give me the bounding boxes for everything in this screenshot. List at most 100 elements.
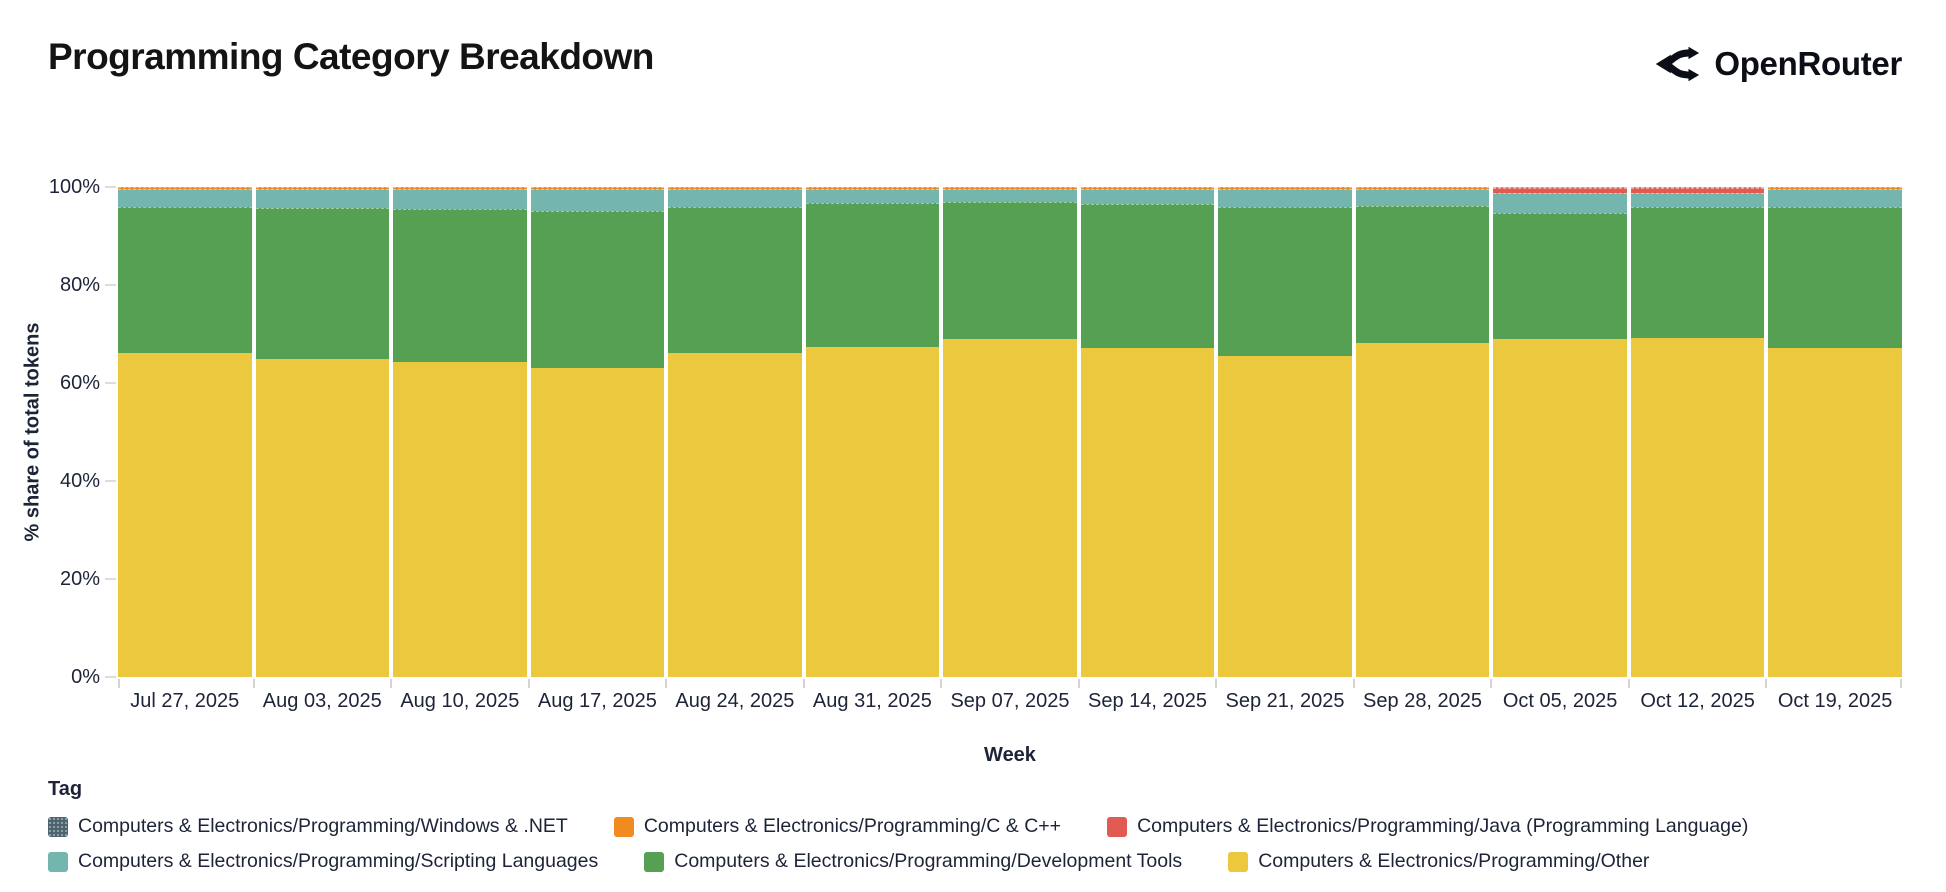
- legend-row-2: Computers & Electronics/Programming/Scri…: [48, 850, 1902, 873]
- bar-segment[interactable]: [118, 207, 252, 354]
- x-tick-label: Sep 14, 2025: [1087, 690, 1207, 712]
- bar-segment[interactable]: [805, 187, 940, 189]
- x-tick-mark: [940, 679, 943, 688]
- bar-segment[interactable]: [805, 188, 940, 204]
- x-tick-mark: [1765, 679, 1768, 688]
- bar-segment[interactable]: [1630, 187, 1765, 188]
- bar-segment[interactable]: [393, 187, 527, 189]
- bar-segment[interactable]: [1080, 187, 1215, 189]
- bar-segment[interactable]: [943, 338, 1077, 677]
- x-tick-mark: [390, 679, 393, 688]
- bar-segment[interactable]: [1630, 188, 1765, 193]
- bar-segment[interactable]: [1218, 189, 1352, 207]
- bar-segment[interactable]: [1768, 187, 1902, 189]
- bar-segment[interactable]: [1630, 206, 1765, 338]
- bar-segment[interactable]: [668, 188, 802, 207]
- bar-column: [1630, 187, 1765, 677]
- legend-item[interactable]: Computers & Electronics/Programming/Scri…: [48, 850, 598, 873]
- bar-segment[interactable]: [943, 187, 1077, 189]
- y-tick-label: 80%: [59, 274, 100, 296]
- bar-column: [1080, 187, 1215, 677]
- x-tick-label: Aug 03, 2025: [262, 690, 382, 712]
- legend-item[interactable]: Computers & Electronics/Programming/Deve…: [644, 850, 1182, 873]
- y-tick-label: 60%: [59, 372, 100, 394]
- legend-item[interactable]: Computers & Electronics/Programming/Wind…: [48, 815, 568, 838]
- bar-segment[interactable]: [1630, 192, 1765, 207]
- bar-segment[interactable]: [530, 210, 665, 369]
- legend: Tag Computers & Electronics/Programming/…: [48, 778, 1902, 885]
- y-tick-mark: [105, 186, 116, 188]
- bar-segment[interactable]: [1630, 337, 1765, 677]
- y-tick-mark: [105, 578, 116, 580]
- legend-swatch: [48, 816, 68, 837]
- legend-item[interactable]: Computers & Electronics/Programming/C & …: [613, 815, 1062, 838]
- bar-segment[interactable]: [1355, 206, 1490, 344]
- bar-segment[interactable]: [1493, 192, 1627, 214]
- x-tick-mark: [665, 679, 668, 688]
- bar-segment[interactable]: [530, 187, 665, 189]
- x-tick-mark: [252, 679, 255, 688]
- bar-segment[interactable]: [530, 189, 665, 211]
- x-tick-mark: [1077, 679, 1080, 688]
- bar-segment[interactable]: [1080, 347, 1215, 677]
- bar-segment[interactable]: [1768, 206, 1902, 349]
- bar-segment[interactable]: [118, 188, 252, 208]
- bar-segment[interactable]: [1080, 203, 1215, 348]
- bar-segment[interactable]: [668, 352, 802, 677]
- bar-segment[interactable]: [255, 208, 390, 359]
- bar-segment[interactable]: [393, 209, 527, 363]
- y-tick-mark: [105, 284, 116, 286]
- legend-item[interactable]: Computers & Electronics/Programming/Othe…: [1228, 850, 1649, 873]
- openrouter-logo-icon: [1656, 46, 1700, 82]
- y-tick-label: 100%: [48, 176, 100, 198]
- bar-segment[interactable]: [1218, 206, 1352, 357]
- bar-segment[interactable]: [393, 188, 527, 210]
- bar-segment[interactable]: [530, 368, 665, 677]
- bar-segment[interactable]: [668, 187, 802, 189]
- bar-column: [393, 187, 527, 677]
- legend-label: Computers & Electronics/Programming/Scri…: [78, 850, 599, 872]
- legend-label: Computers & Electronics/Programming/C & …: [643, 815, 1062, 837]
- bar-column: [530, 187, 665, 677]
- legend-title: Tag: [48, 778, 83, 800]
- bar-segment[interactable]: [805, 203, 940, 348]
- bar-segment[interactable]: [805, 347, 940, 677]
- openrouter-brand: OpenRouter: [1654, 42, 1902, 86]
- x-tick-label: Sep 07, 2025: [950, 690, 1070, 712]
- x-axis-labels: Jul 27, 2025 Aug 03, 2025 Aug 10, 2025 Aug …: [118, 690, 1902, 713]
- bar-segment[interactable]: [393, 362, 527, 677]
- bar-segment[interactable]: [943, 188, 1077, 202]
- legend-label: Computers & Electronics/Programming/Othe…: [1258, 850, 1650, 872]
- bar-segment[interactable]: [255, 188, 390, 209]
- x-tick-label: Aug 17, 2025: [537, 690, 657, 712]
- bar-segment[interactable]: [1493, 338, 1627, 677]
- bar-segment[interactable]: [1493, 213, 1627, 339]
- bar-column: [1355, 187, 1490, 677]
- bar-segment[interactable]: [1218, 187, 1352, 189]
- bar-segment[interactable]: [118, 353, 252, 677]
- y-tick-mark: [105, 480, 116, 482]
- bar-segment[interactable]: [1493, 187, 1627, 188]
- bar-segment[interactable]: [1355, 187, 1490, 189]
- bar-segment[interactable]: [118, 187, 252, 189]
- x-tick-mark: [1215, 679, 1218, 688]
- y-axis-title: % share of total tokens: [21, 322, 44, 542]
- bar-segment[interactable]: [1218, 356, 1352, 677]
- bar-segment[interactable]: [668, 206, 802, 353]
- bar-column: [668, 187, 802, 677]
- legend-swatch: [48, 851, 68, 872]
- x-tick-label: Oct 19, 2025: [1777, 690, 1893, 712]
- bar-segment[interactable]: [1355, 343, 1490, 677]
- x-tick-mark: [1627, 679, 1630, 688]
- bar-segment[interactable]: [255, 359, 390, 677]
- bar-segment[interactable]: [1768, 348, 1902, 677]
- x-tick-label: Oct 05, 2025: [1502, 690, 1618, 712]
- bar-segment[interactable]: [1768, 188, 1902, 207]
- legend-swatch: [1107, 816, 1128, 837]
- bar-segment[interactable]: [1080, 189, 1215, 204]
- legend-item[interactable]: Computers & Electronics/Programming/Java…: [1107, 815, 1748, 838]
- bar-segment[interactable]: [943, 201, 1077, 339]
- bar-segment[interactable]: [1493, 188, 1627, 193]
- bar-segment[interactable]: [255, 187, 390, 189]
- bar-segment[interactable]: [1355, 188, 1490, 207]
